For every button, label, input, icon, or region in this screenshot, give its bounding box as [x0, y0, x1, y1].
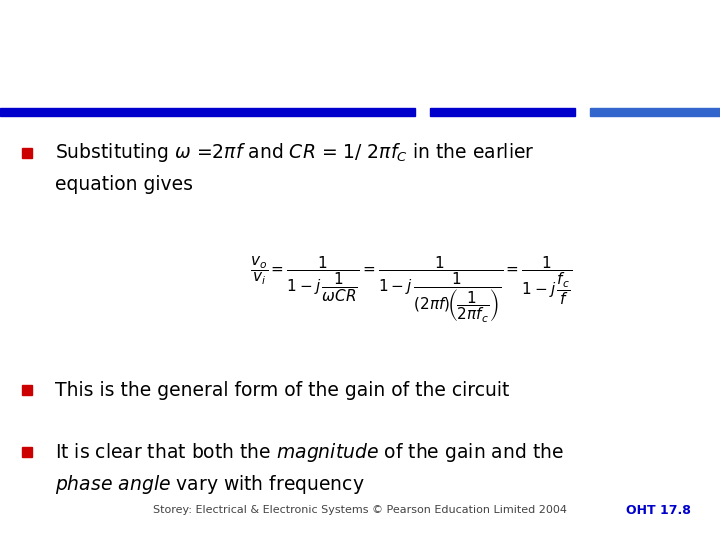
Text: Storey: Electrical & Electronic Systems © Pearson Education Limited 2004: Storey: Electrical & Electronic Systems …	[153, 505, 567, 515]
Bar	[22, 385, 32, 395]
Bar	[0, 108, 415, 116]
Bar	[22, 148, 32, 158]
Text: OHT 17.8: OHT 17.8	[626, 503, 691, 516]
Bar	[590, 108, 720, 116]
Bar	[22, 447, 32, 457]
Bar	[430, 108, 575, 116]
Text: $\mathit{phase\ angle}$ vary with frequency: $\mathit{phase\ angle}$ vary with freque…	[55, 472, 365, 496]
Text: It is clear that both the $\mathit{magnitude}$ of the gain and the: It is clear that both the $\mathit{magni…	[55, 441, 564, 463]
Text: $\dfrac{v_o}{v_i} = \dfrac{1}{1-j\,\dfrac{1}{\omega CR}} = \dfrac{1}{1-j\,\dfrac: $\dfrac{v_o}{v_i} = \dfrac{1}{1-j\,\dfra…	[250, 255, 572, 325]
Text: This is the general form of the gain of the circuit: This is the general form of the gain of …	[55, 381, 509, 400]
Text: equation gives: equation gives	[55, 176, 193, 194]
Text: Substituting $\omega$ =2$\pi$$\mathit{f}$ and $\mathit{CR}$ = 1/ 2$\pi$$\mathit{: Substituting $\omega$ =2$\pi$$\mathit{f}…	[55, 141, 535, 165]
